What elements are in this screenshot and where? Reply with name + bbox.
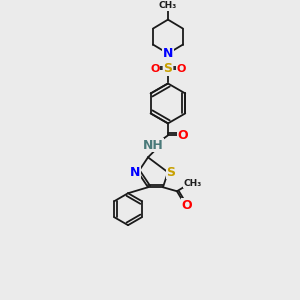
- Text: S: S: [167, 166, 176, 179]
- Text: CH₃: CH₃: [159, 1, 177, 10]
- Text: N: N: [130, 166, 140, 179]
- Text: N: N: [163, 47, 173, 60]
- Text: O: O: [150, 64, 160, 74]
- Text: O: O: [182, 199, 192, 212]
- Text: O: O: [178, 129, 188, 142]
- Text: NH: NH: [142, 139, 164, 152]
- Text: CH₃: CH₃: [184, 179, 202, 188]
- Text: S: S: [164, 62, 172, 75]
- Text: O: O: [176, 64, 186, 74]
